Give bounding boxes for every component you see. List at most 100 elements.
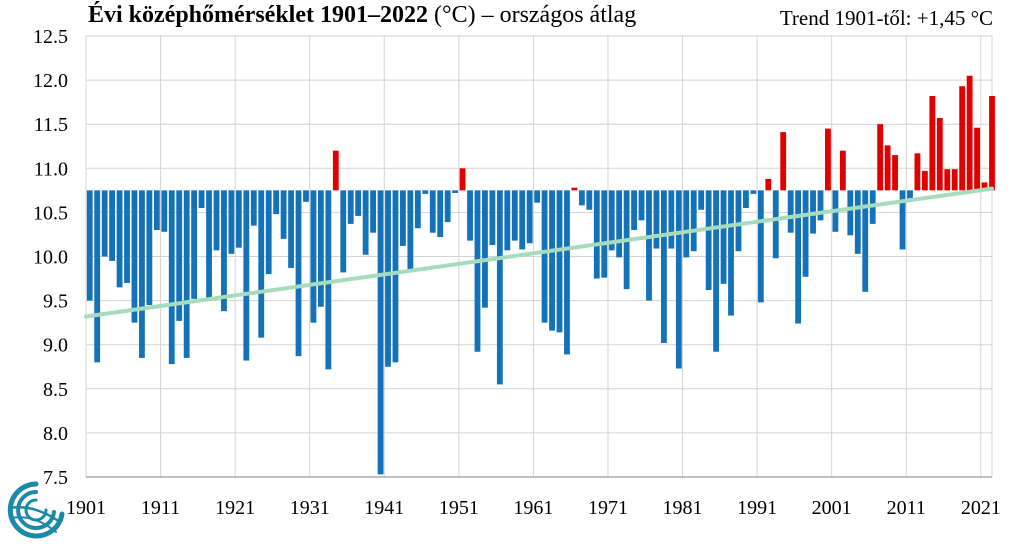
bar-1964: [556, 190, 563, 333]
bar-1978: [660, 190, 667, 343]
bar-1927: [280, 190, 287, 239]
bar-2022: [989, 95, 995, 191]
bar-1946: [422, 190, 429, 194]
bar-2016: [944, 169, 951, 191]
bar-1969: [593, 190, 600, 279]
bar-1957: [504, 190, 511, 251]
x-tick-label: 1941: [364, 497, 404, 519]
x-tick-label: 2021: [961, 497, 1001, 519]
bar-1942: [392, 190, 399, 363]
x-tick-label: 1921: [215, 497, 255, 519]
bar-2011: [907, 190, 913, 199]
bar-1999: [817, 190, 824, 221]
bar-1925: [265, 190, 272, 275]
bar-1924: [258, 190, 265, 338]
bar-2018: [959, 86, 966, 191]
bar-1914: [183, 190, 190, 358]
x-axis-ticks: 1901 1911 1921 1931 1941 1951 1961 1971 1981 1991…: [66, 497, 1001, 519]
bar-1985: [713, 190, 720, 352]
bar-1919: [221, 190, 227, 312]
bar-1954: [482, 190, 488, 308]
bar-1937: [355, 190, 362, 216]
bar-1936: [347, 190, 354, 224]
bar-1962: [541, 190, 548, 323]
bar-1911: [161, 190, 168, 232]
bar-1990: [750, 190, 757, 194]
bar-1993: [772, 190, 779, 259]
bar-2007: [877, 124, 884, 191]
bar-1986: [720, 190, 727, 284]
x-tick-label: 2011: [887, 497, 926, 519]
bar-1983: [698, 190, 705, 210]
bar-1979: [668, 190, 675, 249]
bar-2005: [862, 190, 869, 292]
y-tick-label: 8.5: [43, 379, 68, 401]
bar-1944: [407, 190, 414, 270]
trend-line-group: [84, 186, 994, 319]
bar-2002: [839, 150, 846, 191]
bar-1992: [765, 178, 772, 191]
bar-1932: [317, 190, 324, 307]
y-tick-label: 12.5: [33, 26, 68, 48]
chart-title: Évi középhőmérséklet 1901–2022 (°C) – or…: [88, 2, 636, 29]
bar-1931: [310, 190, 317, 323]
bar-1934: [332, 150, 339, 191]
bar-1977: [653, 190, 660, 249]
bar-1916: [198, 190, 205, 208]
bar-2008: [884, 145, 891, 191]
x-tick-label: 1981: [663, 497, 703, 519]
bar-2012: [914, 153, 921, 191]
bar-1976: [646, 190, 652, 301]
bar-1945: [414, 190, 421, 229]
y-tick-label: 8.0: [43, 423, 68, 445]
bar-1949: [444, 190, 451, 223]
bar-1912: [168, 190, 175, 365]
bar-1923: [250, 190, 257, 226]
bar-1920: [228, 190, 235, 254]
bar-2015: [936, 118, 943, 191]
bar-1967: [578, 190, 585, 206]
bar-1968: [586, 190, 593, 210]
bar-1988: [735, 190, 742, 252]
x-tick-label: 2001: [812, 497, 852, 519]
bar-2021: [981, 182, 988, 191]
bar-1991: [757, 190, 764, 303]
x-tick-label: 1971: [588, 497, 628, 519]
bar-1951: [459, 168, 466, 191]
bar-1975: [638, 190, 645, 221]
bar-1952: [467, 190, 473, 241]
bar-1955: [489, 190, 496, 246]
y-tick-label: 12.0: [33, 70, 68, 92]
bar-1956: [496, 190, 503, 385]
x-tick-label: 1901: [66, 497, 106, 519]
bar-1950: [452, 190, 459, 193]
bar-2010: [899, 190, 906, 250]
bar-1938: [362, 190, 369, 255]
bar-2020: [974, 127, 980, 191]
bar-2003: [847, 190, 854, 236]
chart-bars: [86, 75, 995, 475]
y-tick-label: 7.5: [43, 467, 68, 489]
bar-1929: [295, 190, 302, 357]
bar-1902: [94, 190, 101, 363]
y-axis-ticks: 7.5 8.0 8.5 9.0 9.5 10.0 10.5 11.0 11.5 12.0 12.5: [33, 26, 68, 489]
bar-2019: [966, 75, 973, 191]
bar-1917: [206, 190, 212, 301]
x-tick-label: 1931: [290, 497, 330, 519]
chart-title-bold: Évi középhőmérséklet 1901–2022: [88, 2, 428, 28]
bar-1930: [303, 190, 309, 202]
bar-1928: [288, 190, 294, 268]
bar-1953: [474, 190, 481, 352]
bar-1959: [519, 190, 526, 250]
bar-1970: [601, 190, 608, 278]
bar-1939: [370, 190, 376, 233]
met-service-logo-icon: [7, 481, 65, 539]
bar-1907: [131, 190, 138, 323]
chart-grid: [85, 35, 993, 478]
bar-1984: [705, 190, 712, 291]
bar-1904: [109, 190, 116, 261]
y-tick-label: 10.0: [33, 247, 68, 269]
bar-1915: [191, 190, 198, 299]
bar-1909: [146, 190, 153, 306]
